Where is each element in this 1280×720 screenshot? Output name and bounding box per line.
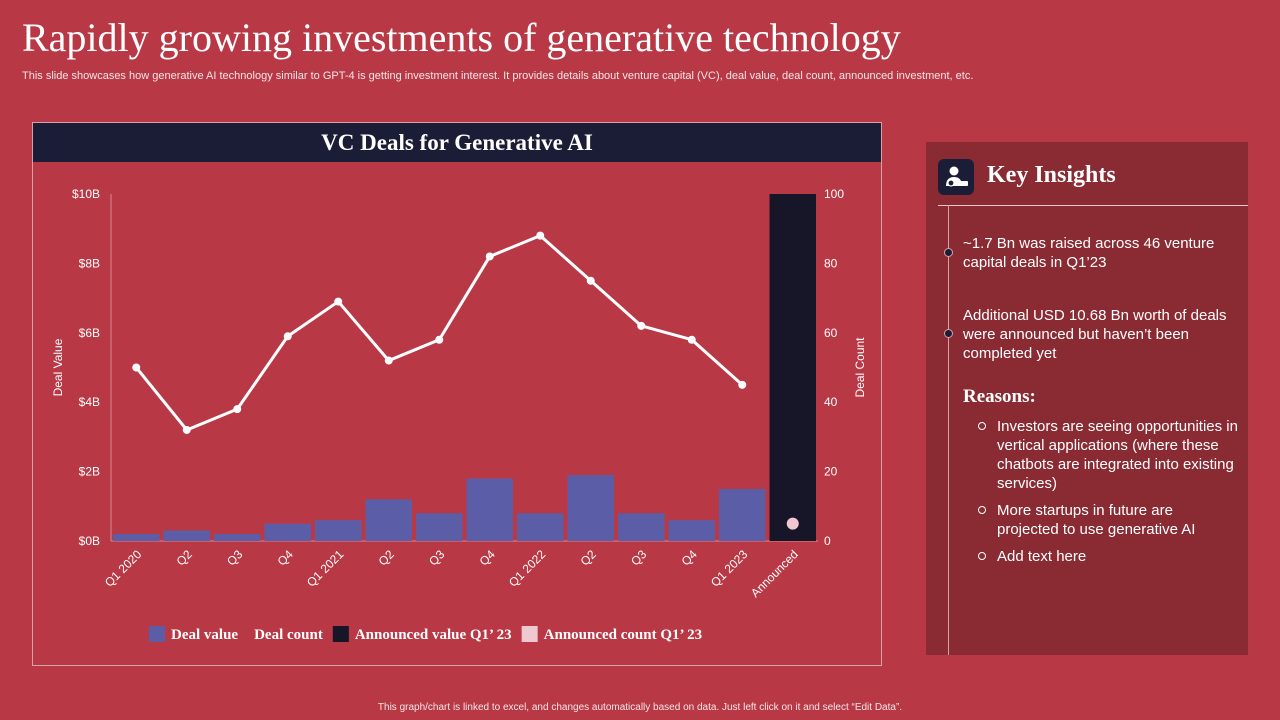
insights-divider [938, 205, 1248, 206]
line-point [435, 335, 444, 344]
legend-label: Deal value [171, 627, 238, 643]
line-point [485, 252, 494, 261]
deal-count-line [135, 234, 744, 432]
x-tick-label: Q4 [477, 547, 498, 568]
y-right-tick-label: 40 [824, 395, 838, 409]
x-tick-label: Q3 [426, 547, 447, 568]
x-tick-label: Announced [748, 547, 801, 600]
x-tick-label: Q2 [376, 547, 397, 568]
announced-count-point [786, 517, 799, 530]
y-right-tick-label: 20 [824, 465, 838, 479]
footer-note: This graph/chart is linked to excel, and… [377, 702, 903, 713]
line-point [283, 332, 292, 341]
reason-item: More startups in future are projected to… [978, 501, 1238, 539]
bar [163, 530, 210, 541]
legend-swatch [149, 626, 165, 642]
x-tick-label: Q2 [578, 547, 599, 568]
timeline-dot [944, 248, 953, 257]
line-point [384, 356, 393, 365]
bar [719, 488, 766, 541]
y-right-tick-label: 80 [824, 256, 838, 270]
legend-label: Announced value Q1’ 23 [355, 627, 512, 643]
y-left-tick-label: $6B [79, 326, 100, 340]
y-right-tick-label: 60 [824, 326, 838, 340]
chart-panel: VC Deals for Generative AI $0B $2B $4B $6B $… [32, 122, 882, 666]
circle-bullet-icon [978, 506, 986, 514]
insight-point-2: Additional USD 10.68 Bn worth of deals w… [963, 307, 1227, 362]
vc-deals-chart: $0B $2B $4B $6B $8B $10B 0 20 40 60 80 100 Deal Valu… [51, 187, 867, 643]
bar [466, 478, 513, 541]
x-tick-label: Q3 [224, 547, 245, 568]
timeline-line [948, 205, 949, 655]
y-left-tick-label: $2B [79, 465, 100, 479]
line-point [586, 276, 595, 285]
bar [264, 523, 311, 541]
legend-label: Announced count Q1’ 23 [544, 627, 703, 643]
circle-bullet-icon [978, 422, 986, 430]
x-tick-label: Q4 [679, 547, 700, 568]
x-tick-label: Q1 2021 [304, 547, 347, 590]
line-point [182, 425, 191, 434]
bar [315, 520, 362, 541]
legend-swatch [332, 626, 349, 642]
y-left-tick-label: $4B [79, 395, 100, 409]
insights-title: Key Insights [987, 162, 1116, 188]
bar [214, 534, 261, 541]
line-point [334, 297, 343, 306]
reason-item: Investors are seeing opportunities in ve… [978, 417, 1238, 493]
bar [416, 513, 463, 541]
reasons-heading: Reasons: [963, 386, 1036, 407]
bar [567, 475, 614, 541]
bar [618, 513, 665, 541]
bar [365, 499, 412, 541]
reasons-list: Investors are seeing opportunities in ve… [978, 417, 1238, 574]
key-insights-panel: Key Insights ~1.7 Bn was raised across 4… [926, 142, 1248, 655]
investor-icon [938, 159, 974, 195]
y-right-tick-label: 100 [824, 187, 844, 201]
timeline-dot [944, 329, 953, 338]
x-tick-label: Q1 2020 [102, 547, 145, 590]
line-point [687, 335, 696, 344]
legend-swatch [521, 626, 538, 642]
page-title: Rapidly growing investments of generativ… [22, 15, 901, 60]
y-left-axis-title: Deal Value [51, 338, 65, 396]
bar [517, 513, 564, 541]
bar [769, 194, 816, 541]
line-point [738, 380, 747, 389]
line-point [536, 231, 545, 240]
y-left-tick-label: $0B [79, 534, 100, 548]
reason-item: Add text here [978, 547, 1238, 566]
x-tick-label: Q2 [174, 547, 195, 568]
x-tick-label: Q3 [628, 547, 649, 568]
line-point [637, 321, 646, 330]
line-point [132, 363, 141, 372]
page-subtitle: This slide showcases how generative AI t… [22, 70, 974, 82]
x-tick-label: Q1 2023 [708, 547, 751, 590]
y-right-axis-title: Deal Count [853, 337, 867, 398]
legend-label: Deal count [254, 627, 323, 643]
insight-point-1: ~1.7 Bn was raised across 46 venture cap… [963, 235, 1215, 271]
x-tick-label: Q4 [275, 547, 296, 568]
y-right-tick-label: 0 [824, 534, 831, 548]
bar [113, 534, 160, 541]
y-left-tick-label: $8B [79, 256, 100, 270]
line-point [233, 405, 242, 414]
y-left-tick-label: $10B [72, 187, 100, 201]
x-tick-label: Q1 2022 [506, 547, 549, 590]
chart-title: VC Deals for Generative AI [33, 123, 881, 162]
circle-bullet-icon [978, 552, 986, 560]
bar [668, 520, 715, 541]
